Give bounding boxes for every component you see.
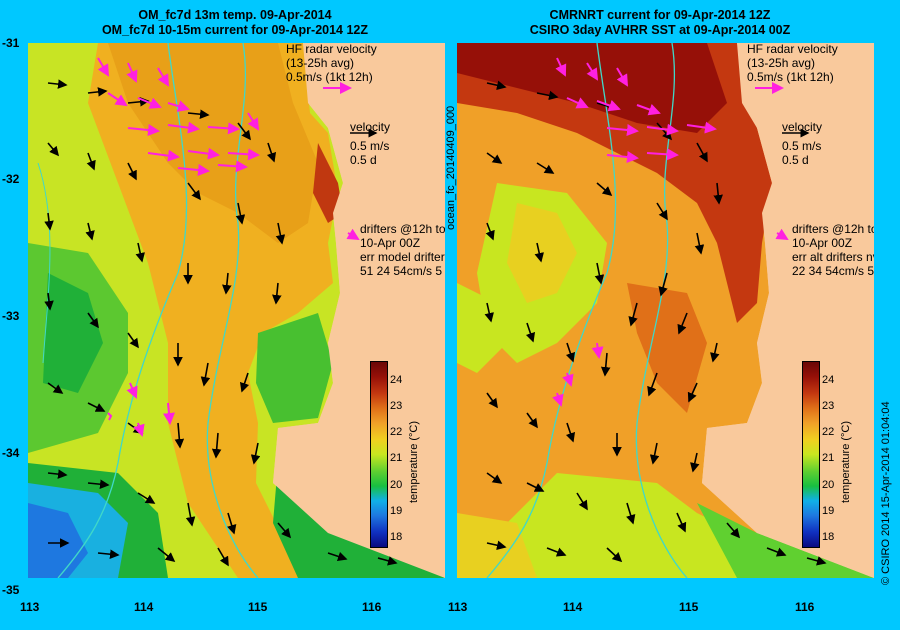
lat-tick: -35 — [2, 583, 20, 597]
right-hf-scale: 0.5m/s (1kt 12h) — [747, 70, 834, 84]
right-velocity-label: velocity — [782, 120, 823, 134]
left-cb-tick: 18 — [390, 531, 403, 543]
right-map-graphic — [457, 43, 874, 578]
right-velocity-ms: 0.5 m/s — [782, 139, 822, 153]
lon-tick-left: 115 — [248, 600, 268, 614]
left-hf-scale: 0.5m/s (1kt 12h) — [286, 70, 373, 84]
right-err-line: err alt drifters nv — [792, 250, 874, 264]
left-cb-tick: 21 — [390, 452, 403, 464]
right-drifters-1: drifters @12h to — [792, 222, 874, 236]
lon-tick-right: 113 — [448, 600, 468, 614]
lat-tick: -31 — [2, 36, 20, 50]
lon-tick-right: 114 — [563, 600, 583, 614]
left-map: HF radar velocity (13-25h avg) 0.5m/s (1… — [28, 43, 445, 578]
right-cb-tick: 23 — [822, 400, 835, 412]
left-title-line1: OM_fc7d 13m temp. 09-Apr-2014 — [138, 8, 332, 22]
left-drifters-2: 10-Apr 00Z — [360, 236, 421, 250]
right-colorbar — [802, 361, 820, 548]
right-title-line2: CSIRO 3day AVHRR SST at 09-Apr-2014 00Z — [529, 23, 791, 37]
left-cb-title: temperature (°C) — [408, 420, 420, 503]
right-cb-tick: 24 — [822, 374, 835, 386]
right-err-values: 22 34 54cm/s 5 — [792, 264, 874, 278]
right-cb-tick: 22 — [822, 426, 835, 438]
right-cb-tick: 21 — [822, 452, 835, 464]
right-hf-title: HF radar velocity — [747, 43, 838, 56]
right-cb-tick: 19 — [822, 505, 835, 517]
lat-tick: -32 — [2, 172, 20, 186]
left-map-graphic — [28, 43, 445, 578]
right-drifters-2: 10-Apr 00Z — [792, 236, 853, 250]
left-err-line: err model drifters n — [360, 250, 445, 264]
right-cb-title: temperature (°C) — [840, 420, 852, 503]
lon-tick-left: 114 — [134, 600, 154, 614]
left-cb-tick: 19 — [390, 505, 403, 517]
left-hf-title: HF radar velocity — [286, 43, 377, 56]
lon-tick-left: 116 — [362, 600, 382, 614]
left-title: OM_fc7d 13m temp. 09-Apr-2014 OM_fc7d 10… — [30, 8, 440, 38]
left-cb-tick: 22 — [390, 426, 403, 438]
left-colorbar — [370, 361, 388, 548]
left-drifters-1: drifters @12h to — [360, 222, 445, 236]
lat-tick: -33 — [2, 309, 20, 323]
left-cb-tick: 20 — [390, 479, 403, 491]
right-hf-avg: (13-25h avg) — [747, 56, 816, 70]
lon-tick-right: 116 — [795, 600, 815, 614]
lon-tick-left: 113 — [20, 600, 40, 614]
right-velocity-d: 0.5 d — [782, 153, 809, 167]
credit-footer: © CSIRO 2014 15-Apr-2014 01:04:04 — [880, 401, 892, 585]
left-velocity-d: 0.5 d — [350, 153, 377, 167]
right-cb-tick: 20 — [822, 479, 835, 491]
right-title-line1: CMRNRT current for 09-Apr-2014 12Z — [549, 8, 771, 22]
left-err-values: 51 24 54cm/s 5 — [360, 264, 443, 278]
left-hf-avg: (13-25h avg) — [286, 56, 355, 70]
left-cb-tick: 23 — [390, 400, 403, 412]
side-label: ocean_fc_20140409_000 — [445, 105, 457, 230]
lat-tick: -34 — [2, 446, 20, 460]
left-title-line2: OM_fc7d 10-15m current for 09-Apr-2014 1… — [101, 23, 369, 37]
left-velocity-label: velocity — [350, 120, 391, 134]
right-map: HF radar velocity (13-25h avg) 0.5m/s (1… — [457, 43, 874, 578]
lon-tick-right: 115 — [679, 600, 699, 614]
right-title: CMRNRT current for 09-Apr-2014 12Z CSIRO… — [455, 8, 865, 38]
right-cb-tick: 18 — [822, 531, 835, 543]
left-cb-tick: 24 — [390, 374, 403, 386]
left-velocity-ms: 0.5 m/s — [350, 139, 390, 153]
